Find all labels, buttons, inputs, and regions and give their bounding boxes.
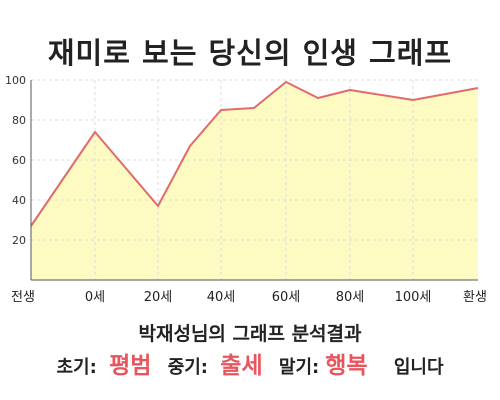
x-tick-label: 40세 xyxy=(207,290,236,305)
result-tail: 입니다 xyxy=(393,357,444,378)
stage-value-middle: 출세 xyxy=(220,353,263,379)
stage-value-late: 행복 xyxy=(325,353,368,379)
stage-label-middle: 중기: xyxy=(167,357,209,378)
x-tick-label: 0세 xyxy=(85,290,105,305)
chart-title: 재미로 보는 당신의 인생 그래프 xyxy=(47,36,453,70)
series-line xyxy=(30,81,479,227)
y-tick-label: 80 xyxy=(12,114,26,127)
stage-label-late: 말기: xyxy=(278,357,320,378)
x-tick-label: 80세 xyxy=(336,290,365,305)
area-fill xyxy=(31,82,478,280)
y-tick-label: 40 xyxy=(12,194,26,207)
stage-value-early: 평범 xyxy=(109,353,152,379)
x-tick-label: 60세 xyxy=(272,290,301,305)
y-tick-label: 100 xyxy=(5,74,26,87)
x-tick-label: 100세 xyxy=(395,290,432,305)
result-heading: 박재성님의 그래프 분석결과 xyxy=(138,323,362,345)
y-tick-label: 20 xyxy=(12,234,26,247)
x-tick-label: 환생 xyxy=(463,290,487,305)
y-tick-label: 60 xyxy=(12,154,26,167)
result-summary: 초기: 평범 중기: 출세 말기: 행복 입니다 xyxy=(0,346,500,380)
stage-label-early: 초기: xyxy=(56,357,97,378)
x-tick-label: 20세 xyxy=(144,290,173,305)
x-tick-label: 전생 xyxy=(11,290,35,305)
